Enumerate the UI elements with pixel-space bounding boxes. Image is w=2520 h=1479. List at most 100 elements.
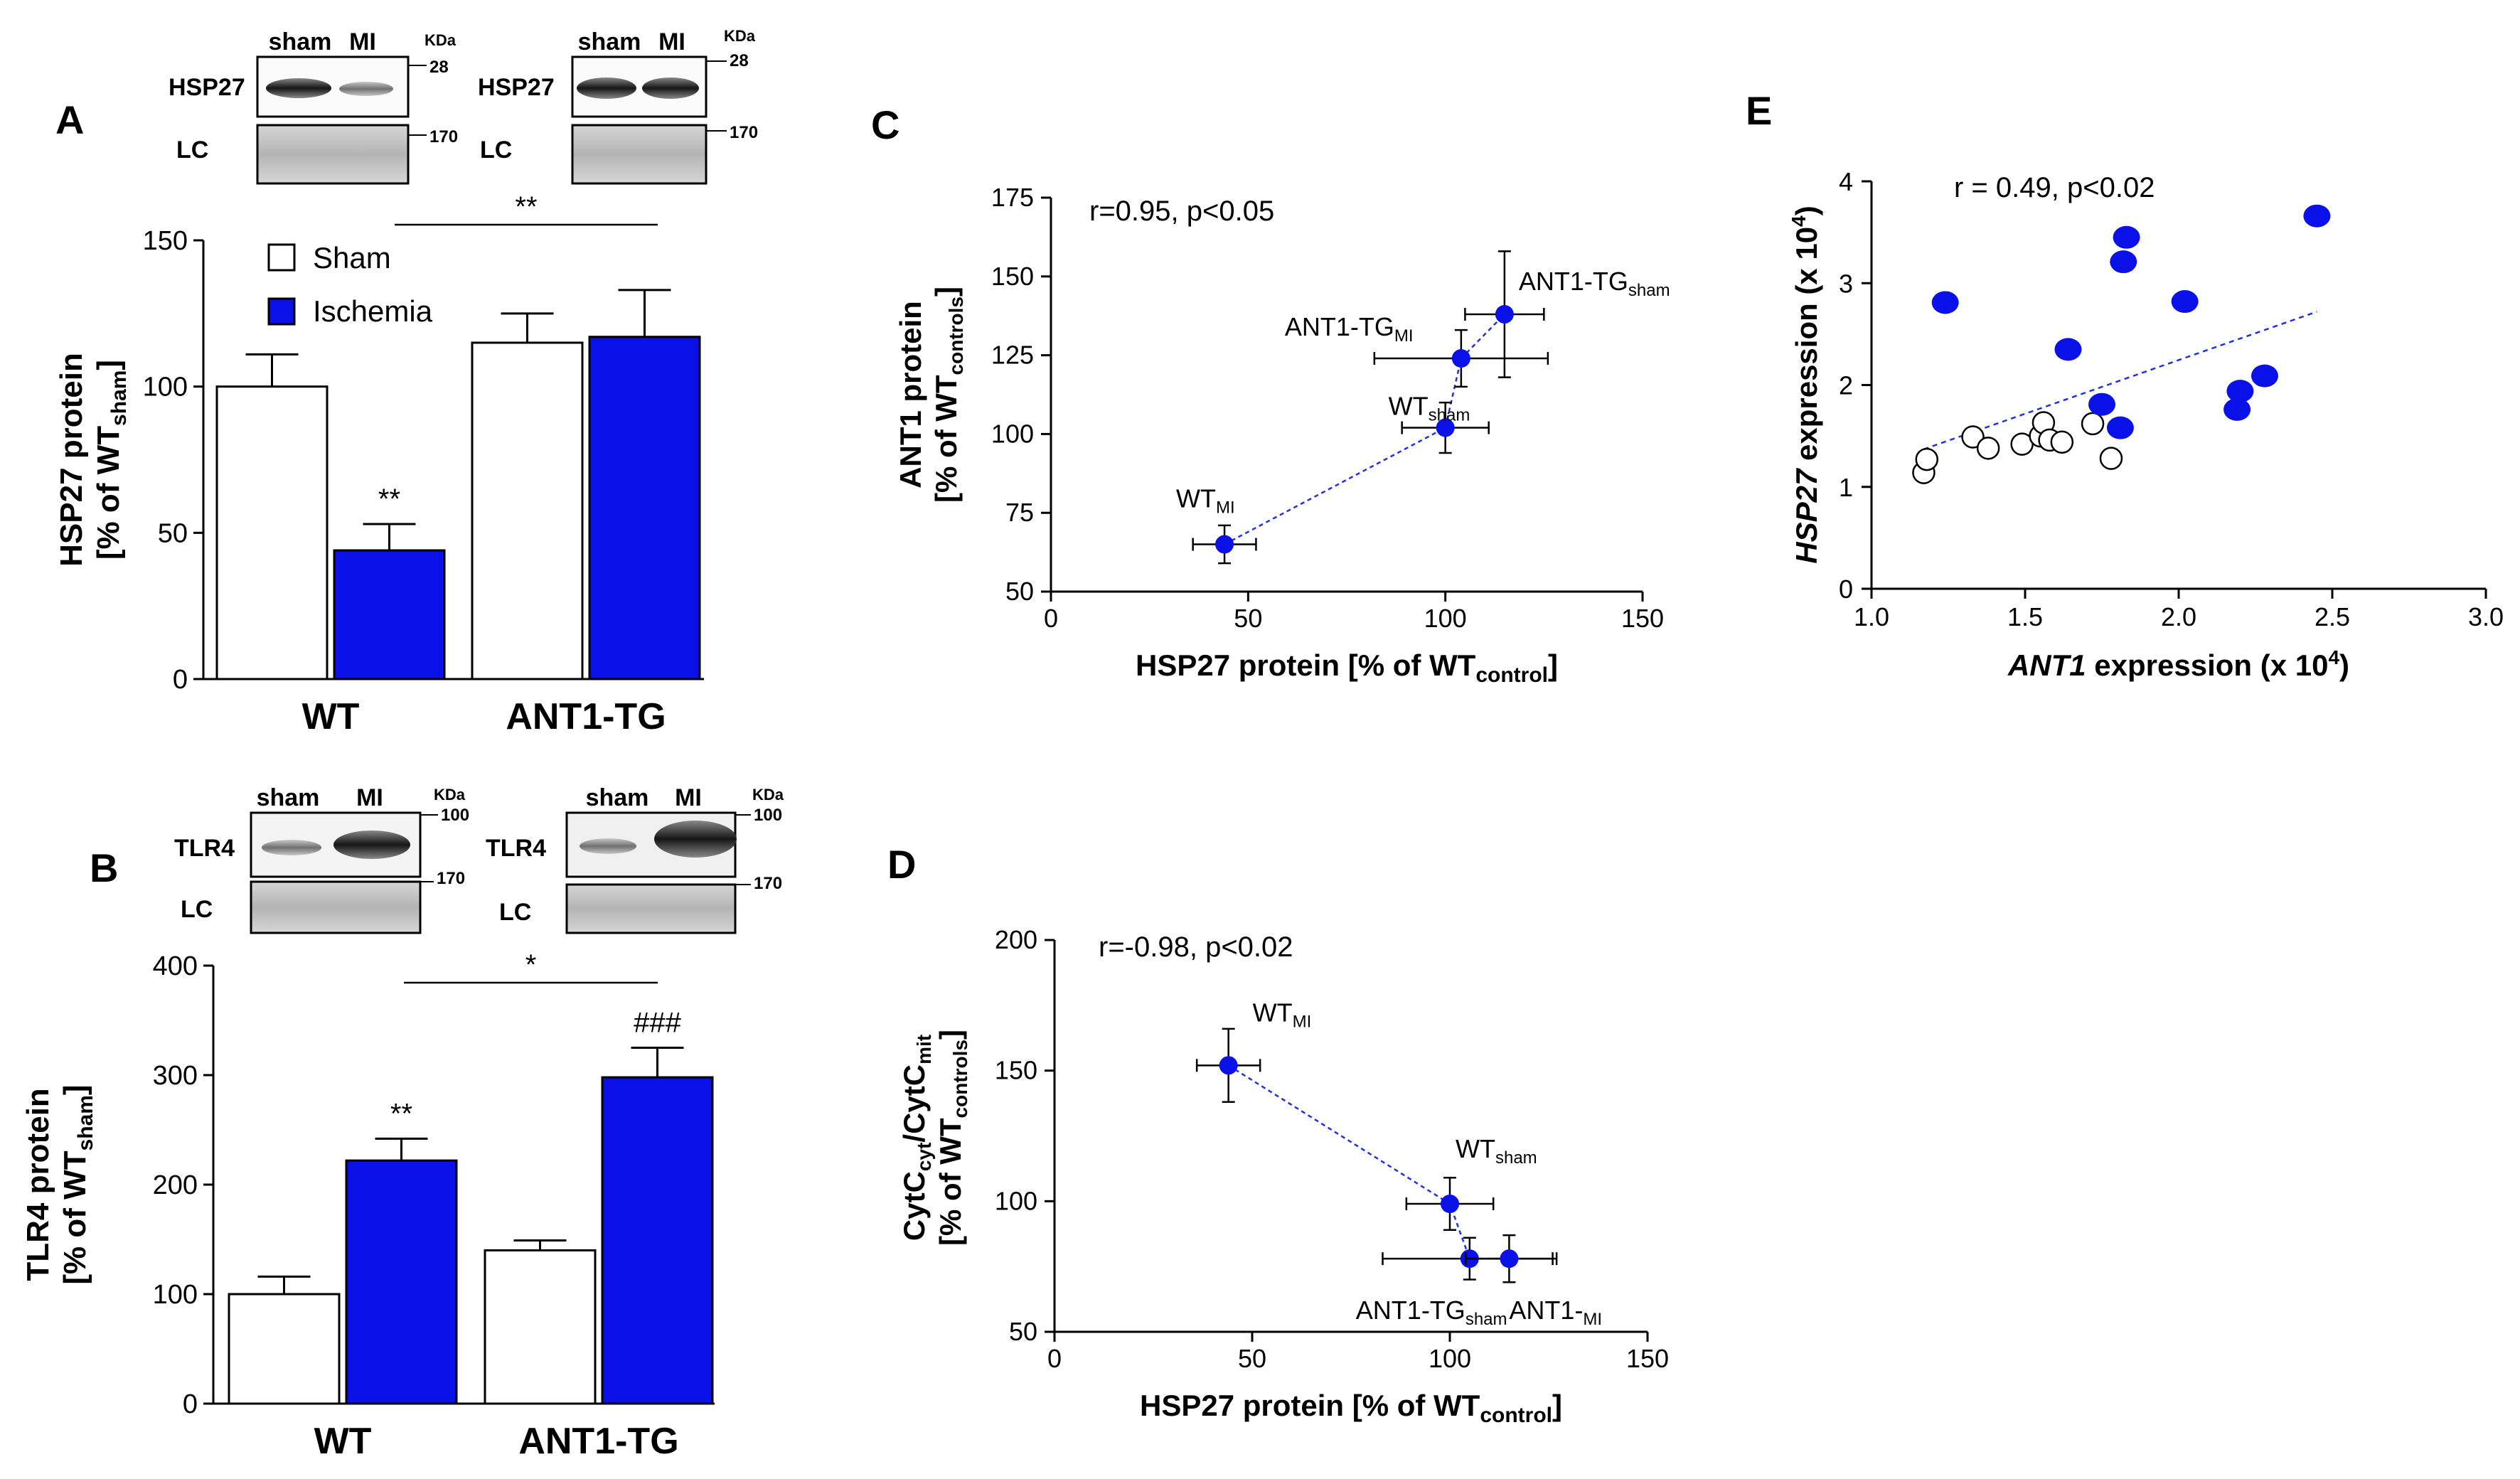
bar-sham (471, 341, 584, 680)
point-label-subscript: sham (1429, 406, 1470, 425)
y-label-line: ] (929, 287, 963, 297)
y-label-subscript: mit (913, 1035, 935, 1064)
blot-row-label: TLR4 (486, 835, 546, 862)
blot-unit-label: KDa (752, 786, 784, 803)
chart-e: 1.0 1.5 2.0 2.5 3.0 0 1 2 3 4 r = 0.49, p<0.02 ANT1… (1788, 167, 2504, 682)
point-label: WTsham (1389, 392, 1470, 425)
bar-sham (484, 1249, 597, 1405)
point-label-subscript: MI (1394, 326, 1414, 346)
x-label-subscript: control (1475, 663, 1548, 687)
stat-text: r = 0.49, p<0.02 (1954, 172, 2155, 203)
blot-lane-label: sham (269, 28, 332, 55)
x-tick-label: 150 (1621, 604, 1664, 633)
point-label-text: ANT1-TG (1356, 1296, 1465, 1325)
data-point-open (1976, 437, 2000, 460)
bar-ischemia (588, 336, 701, 680)
y-tick-label: 400 (153, 951, 198, 981)
bar-ischemia (601, 1076, 714, 1405)
panel-letter-e: E (1746, 88, 1772, 133)
x-axis-label: HSP27 protein [% of WTcontrol] (1140, 1389, 1562, 1427)
trend-line (1224, 314, 1505, 545)
legend-swatch-sham (267, 243, 296, 272)
stat-text: r=-0.98, p<0.02 (1099, 931, 1293, 963)
point-label-text: WT (1176, 484, 1216, 513)
legend-swatch-ischemia (267, 297, 296, 326)
y-tick-label: 175 (991, 183, 1034, 212)
point-label-subscript: sham (1628, 281, 1670, 300)
blot-lane-label: sham (586, 784, 649, 811)
x-tick-label: 50 (1238, 1344, 1266, 1373)
y-label-superscript: 4 (1788, 215, 1810, 227)
bar-sham (228, 1293, 341, 1405)
blot-lane-label: MI (356, 784, 383, 811)
bar-ischemia (345, 1159, 458, 1405)
panel-a-blot-left: sham MI KDa HSP27 LC 28 170 (169, 28, 458, 185)
blot-row-label: LC (181, 896, 213, 923)
data-point-filled (2226, 380, 2254, 403)
panel-letter-b: B (90, 845, 118, 890)
y-label-subscript: controls (945, 297, 967, 375)
data-point-filled (2303, 204, 2331, 228)
panel-b-blot-left: sham MI KDa TLR4 LC 100 170 (174, 784, 469, 934)
point-label-subscript: MI (1293, 1012, 1312, 1031)
data-point-open (2081, 412, 2105, 436)
y-axis-label: HSP27 protein[% of WTsham] (54, 353, 131, 567)
y-label-subscript: controls (949, 1040, 971, 1118)
blot-marker: 170 (730, 123, 758, 142)
y-tick-label: 300 (153, 1061, 198, 1091)
blot-row-label: LC (480, 137, 512, 164)
data-point-open (2099, 447, 2123, 470)
blot-lane-label: MI (675, 784, 702, 811)
blot-row-label: HSP27 (478, 74, 555, 101)
data-point-filled (2110, 250, 2137, 274)
significance-mark: ### (634, 1008, 681, 1039)
x-label-text: ) (2339, 648, 2349, 682)
blot-unit-label: KDa (724, 27, 756, 45)
blot-band (654, 821, 737, 858)
y-label-line: /CytC (897, 1064, 931, 1143)
significance-mark: ** (515, 191, 537, 223)
x-tick-label: 0 (1044, 604, 1058, 633)
panel-a-blot-right: sham MI KDa HSP27 LC 28 170 (478, 27, 758, 185)
y-axis-label: HSP27 expression (x 104) (1788, 205, 1823, 564)
y-tick-label: 75 (1005, 498, 1034, 527)
data-point-open (1915, 447, 1939, 471)
y-tick-label: 1 (1839, 473, 1853, 502)
x-label-subscript: control (1480, 1404, 1552, 1427)
y-label-text: ) (1790, 205, 1823, 215)
point-label: WTMI (1176, 484, 1235, 518)
y-label-line: ANT1 protein (894, 301, 927, 488)
point-label-text: WT (1253, 998, 1293, 1027)
point-label-subscript: MI (1216, 498, 1235, 518)
panel-b-blot-right: sham MI KDa TLR4 LC 100 170 (486, 784, 784, 934)
data-point-open (1961, 425, 1985, 449)
x-label-text: expression (x 10 (2086, 648, 2329, 682)
significance-mark: * (525, 949, 537, 981)
y-tick-label: 0 (1839, 575, 1853, 604)
blot-marker: 170 (429, 127, 458, 146)
x-tick-label: 3.0 (2468, 602, 2504, 631)
category-label: WT (302, 696, 360, 737)
blot-marker: 170 (754, 874, 782, 893)
x-tick-label: 1.5 (2007, 602, 2043, 631)
x-tick-label: 2.0 (2161, 602, 2196, 631)
blot-row-label: LC (176, 137, 208, 164)
x-tick-label: 50 (1234, 604, 1262, 633)
x-axis-label: HSP27 protein [% of WTcontrol] (1136, 648, 1558, 687)
bar-ischemia (333, 549, 446, 680)
point-label: ANT1-TGsham (1519, 267, 1670, 300)
significance-mark: ** (378, 484, 400, 515)
point-label-text: ANT1-TG (1285, 312, 1394, 341)
category-label: WT (314, 1421, 372, 1462)
y-label-line: [% of WT (934, 1118, 967, 1246)
y-label-line: TLR4 protein (21, 1088, 55, 1281)
x-tick-label: 150 (1626, 1344, 1669, 1373)
category-label: ANT1-TG (518, 1421, 678, 1462)
category-label: ANT1-TG (506, 696, 666, 737)
data-point-filled (2251, 364, 2278, 388)
data-point (1441, 1195, 1459, 1214)
data-point (1500, 1249, 1519, 1269)
y-tick-label: 100 (143, 373, 188, 402)
x-label-text: ] (1552, 1389, 1562, 1422)
